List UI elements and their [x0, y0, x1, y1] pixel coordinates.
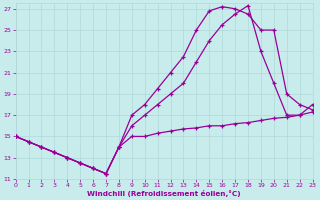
X-axis label: Windchill (Refroidissement éolien,°C): Windchill (Refroidissement éolien,°C)	[87, 190, 241, 197]
